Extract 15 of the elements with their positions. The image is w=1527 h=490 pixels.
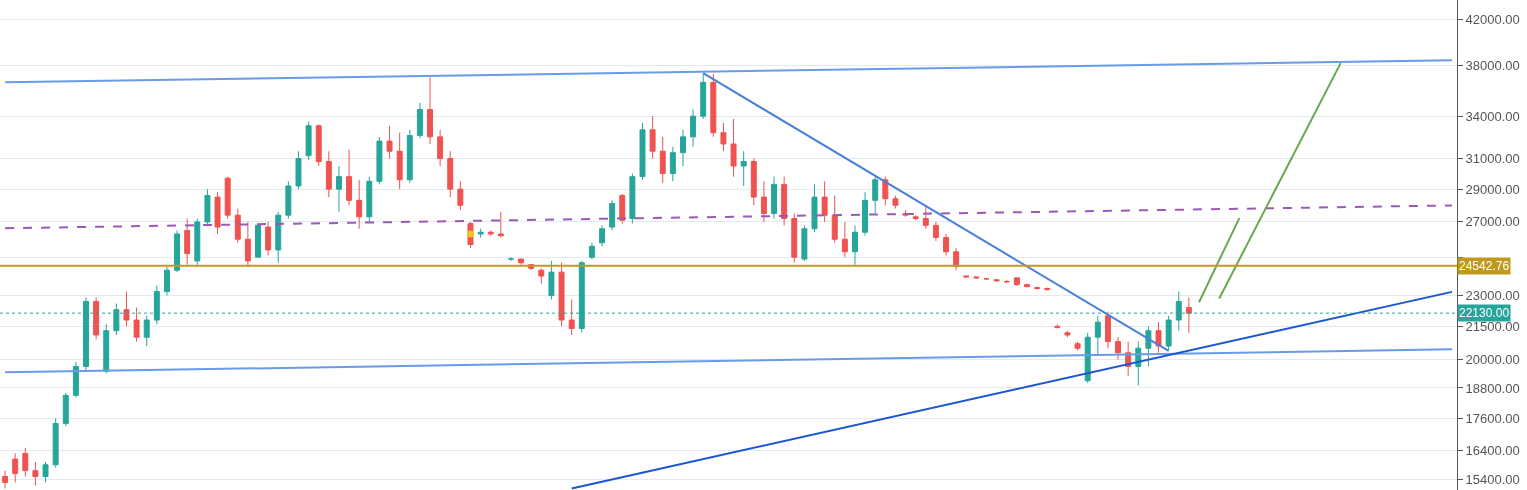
y-tick-label: 27000.00 [1465, 214, 1520, 230]
y-tick-label: 16400.00 [1465, 443, 1520, 459]
ref-line-label: 22130.00 [1459, 306, 1510, 320]
y-tick-label: 23000.00 [1465, 288, 1520, 304]
y-tick-label: 17600.00 [1465, 410, 1520, 426]
y-tick-label: 34000.00 [1465, 108, 1520, 124]
ref-line-label: 24542.76 [1459, 259, 1510, 273]
y-tick-label: 21500.00 [1465, 318, 1520, 334]
y-tick-label: 18800.00 [1465, 380, 1520, 396]
y-tick-label: 29000.00 [1465, 181, 1520, 197]
y-tick-label: 20000.00 [1465, 352, 1520, 368]
y-tick-label: 31000.00 [1465, 151, 1520, 167]
y-tick-label: 15400.00 [1465, 472, 1520, 487]
y-tick-label: 38000.00 [1465, 57, 1520, 73]
y-tick-label: 42000.00 [1465, 11, 1520, 27]
